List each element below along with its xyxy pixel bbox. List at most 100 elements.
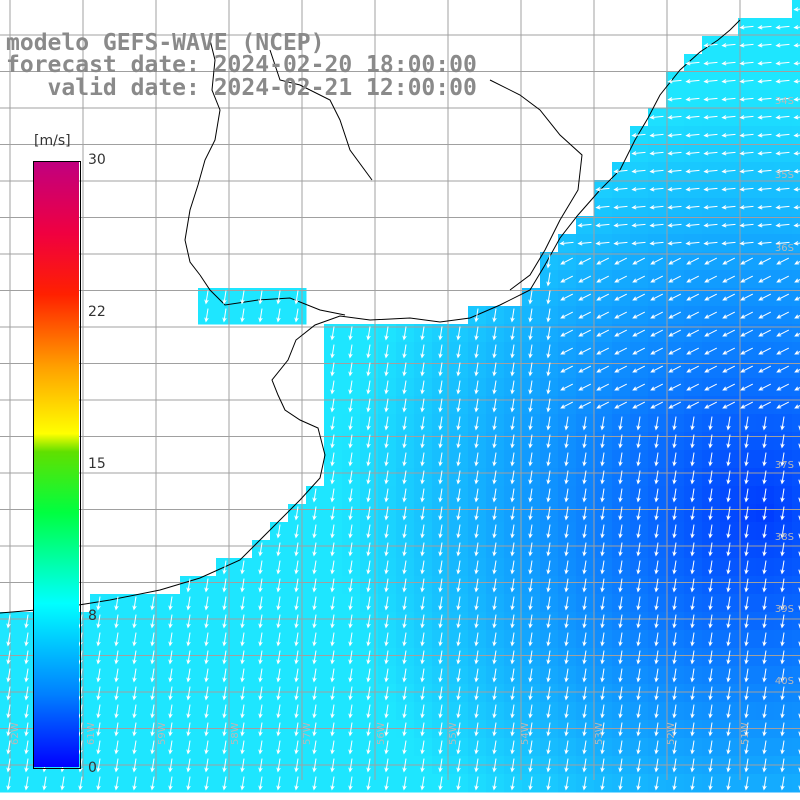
wind-arrow xyxy=(578,275,592,283)
wind-arrow xyxy=(528,560,533,575)
wind-arrow xyxy=(528,578,533,593)
wind-arrow xyxy=(631,151,646,156)
wind-arrow xyxy=(654,578,659,593)
wind-arrow xyxy=(150,668,155,683)
wind-arrow xyxy=(6,668,11,683)
wind-arrow xyxy=(744,740,749,755)
wind-arrow xyxy=(528,668,533,683)
wind-arrow xyxy=(636,560,641,575)
wind-arrow xyxy=(402,614,407,629)
wind-arrow xyxy=(757,61,772,66)
wind-arrow xyxy=(775,25,790,30)
wind-arrow xyxy=(703,169,718,174)
wind-arrow xyxy=(348,416,353,431)
wind-arrow xyxy=(721,205,736,210)
wind-arrow xyxy=(240,722,245,737)
wind-arrow xyxy=(708,614,713,629)
wind-arrow xyxy=(600,434,605,449)
wind-arrow xyxy=(618,524,623,539)
wind-arrow xyxy=(420,452,425,467)
colorbar-tick-0: 0 xyxy=(88,760,97,776)
wind-arrow xyxy=(330,452,335,467)
wind-arrow xyxy=(793,61,800,66)
wind-arrow xyxy=(258,668,263,683)
wind-arrow xyxy=(560,257,574,265)
wind-arrow xyxy=(294,542,299,557)
wind-arrow xyxy=(672,722,677,737)
wind-arrow xyxy=(384,434,389,449)
wind-arrow xyxy=(685,223,700,228)
wind-arrow xyxy=(150,596,155,611)
wind-arrow xyxy=(420,740,425,755)
field-cell xyxy=(792,702,800,721)
wind-arrow xyxy=(776,401,790,409)
wind-arrow xyxy=(276,542,281,557)
wind-arrow xyxy=(402,686,407,701)
wind-arrow xyxy=(510,686,515,701)
wind-arrow xyxy=(793,43,800,48)
wind-arrow xyxy=(685,61,700,66)
wind-arrow xyxy=(708,578,713,593)
wind-arrow xyxy=(600,488,605,503)
wind-arrow xyxy=(186,596,191,611)
wind-arrow xyxy=(510,362,515,377)
wind-arrow xyxy=(631,187,646,192)
wind-arrow xyxy=(312,758,317,773)
wind-arrow xyxy=(672,470,677,485)
wind-arrow xyxy=(492,416,497,431)
wind-arrow xyxy=(650,365,664,373)
wind-arrow xyxy=(739,187,754,192)
wind-arrow xyxy=(240,614,245,629)
wind-arrow xyxy=(438,344,443,359)
wind-arrow xyxy=(402,470,407,485)
lon-label: 53W xyxy=(594,722,605,745)
wind-arrow xyxy=(636,524,641,539)
wind-arrow xyxy=(546,470,551,485)
wind-arrow xyxy=(186,668,191,683)
wind-arrow xyxy=(312,686,317,701)
wind-arrow xyxy=(330,578,335,593)
wind-arrow xyxy=(456,686,461,701)
wind-arrow xyxy=(618,578,623,593)
wind-arrow xyxy=(402,740,407,755)
wind-arrow xyxy=(631,205,646,210)
wind-arrow xyxy=(438,650,443,665)
wind-arrow xyxy=(366,596,371,611)
wind-arrow xyxy=(96,632,101,647)
wind-arrow xyxy=(276,308,281,323)
wind-arrow xyxy=(775,223,790,228)
wind-arrow xyxy=(96,776,101,791)
wind-arrow xyxy=(649,205,664,210)
wind-arrow xyxy=(780,758,785,773)
wind-arrow xyxy=(258,578,263,593)
wind-arrow xyxy=(510,776,515,791)
wind-arrow xyxy=(690,632,695,647)
wind-arrow xyxy=(546,596,551,611)
wind-arrow xyxy=(726,614,731,629)
wind-arrow xyxy=(366,740,371,755)
wind-arrow xyxy=(348,578,353,593)
wind-arrow xyxy=(690,740,695,755)
wind-arrow xyxy=(348,614,353,629)
wind-arrow xyxy=(564,416,569,431)
wind-arrow xyxy=(739,169,754,174)
wind-arrow xyxy=(650,275,664,283)
wind-arrow xyxy=(582,434,587,449)
wind-arrow xyxy=(492,524,497,539)
wind-arrow xyxy=(366,650,371,665)
wind-arrow xyxy=(222,632,227,647)
wind-arrow xyxy=(222,578,227,593)
wind-arrow xyxy=(690,668,695,683)
wind-arrow xyxy=(384,758,389,773)
wind-arrow xyxy=(528,398,533,413)
wind-arrow xyxy=(708,722,713,737)
wind-arrow xyxy=(632,347,646,355)
wind-arrow xyxy=(438,578,443,593)
wind-arrow xyxy=(510,560,515,575)
wind-arrow xyxy=(726,542,731,557)
wind-arrow xyxy=(330,614,335,629)
wind-arrow xyxy=(348,398,353,413)
wind-arrow xyxy=(438,668,443,683)
wind-arrow xyxy=(330,560,335,575)
wind-arrow xyxy=(704,275,718,283)
